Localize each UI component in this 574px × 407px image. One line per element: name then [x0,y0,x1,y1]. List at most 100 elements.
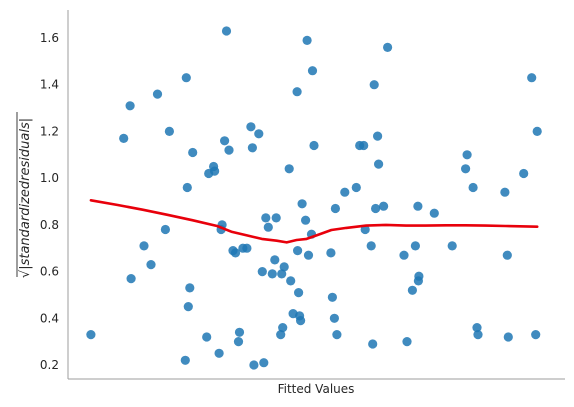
scatter-point [463,150,472,159]
y-axis-label: √|standardizedresiduals| [17,112,33,278]
scatter-point [86,330,95,339]
scatter-point [414,272,423,281]
y-tick-label: 1.4 [40,78,59,92]
scatter-point [533,127,542,136]
scatter-point [527,73,536,82]
scatter-point [184,302,193,311]
scatter-point [126,101,135,110]
scatter-point [188,148,197,157]
scatter-point [285,164,294,173]
scatter-point [183,183,192,192]
y-tick-label: 0.8 [40,218,59,232]
scatter-point [278,323,287,332]
scatter-point [352,183,361,192]
scatter-point [298,199,307,208]
scatter-point [340,188,349,197]
scatter-point [430,209,439,218]
scatter-point [280,262,289,271]
scatter-point [222,26,231,35]
scatter-point [332,330,341,339]
scatter-point [374,160,383,169]
lowess-trend-line [91,200,537,242]
scatter-point [399,251,408,260]
y-tick-label: 1.2 [40,124,59,138]
scatter-point [249,360,258,369]
scatter-point [359,141,368,150]
scatter-point [473,330,482,339]
svg-text:√|standardizedresiduals|: √|standardizedresiduals| [18,118,33,278]
scatter-point [220,136,229,145]
scatter-point [202,332,211,341]
scatter-point [331,204,340,213]
scatter-point [215,349,224,358]
scatter-point [235,328,244,337]
scatter-point [326,248,335,257]
scatter-point [264,223,273,232]
scatter-point [413,202,422,211]
scatter-point [448,241,457,250]
scatter-point [503,251,512,260]
scatter-point [294,288,303,297]
scatter-point [161,225,170,234]
y-tick-label: 0.4 [40,311,59,325]
scatter-point [261,213,270,222]
scatter-point [328,293,337,302]
scatter-point [146,260,155,269]
scatter-point [411,241,420,250]
scatter-point [461,164,470,173]
scatter-point [185,283,194,292]
x-axis-label: Fitted Values [278,382,355,396]
y-tick-label: 0.6 [40,265,59,279]
scatter-point [258,267,267,276]
scatter-point [119,134,128,143]
scatter-point [270,255,279,264]
scatter-point [370,80,379,89]
scatter-point [402,337,411,346]
scatter-point [504,332,513,341]
scatter-point [303,36,312,45]
scatter-point [371,204,380,213]
scatter-point [304,251,313,260]
scatter-point [127,274,136,283]
scatter-point [301,216,310,225]
scatter-point [469,183,478,192]
scatter-point [224,146,233,155]
scatter-point [139,241,148,250]
scatter-point [165,127,174,136]
scatter-point [379,202,388,211]
scatter-point [368,339,377,348]
scatter-point [246,122,255,131]
scatter-point [330,314,339,323]
scatter-point [519,169,528,178]
scatter-point [308,66,317,75]
scatter-point [259,358,268,367]
scatter-points [86,26,542,369]
scatter-point [268,269,277,278]
y-tick-labels: 0.2 0.4 0.6 0.8 1.0 1.2 1.4 1.6 [40,31,59,372]
scatter-point [182,73,191,82]
y-tick-label: 1.0 [40,171,59,185]
scatter-point [408,286,417,295]
scatter-point [293,246,302,255]
scatter-point [293,87,302,96]
scatter-point [383,43,392,52]
scatter-point [242,244,251,253]
scatter-point [367,241,376,250]
scatter-point [286,276,295,285]
scatter-point [500,188,509,197]
scatter-point [234,337,243,346]
scatter-point [373,132,382,141]
trend-line-layer [91,200,537,242]
y-tick-label: 0.2 [40,358,59,372]
scatter-point [210,167,219,176]
scatter-point [296,316,305,325]
scatter-point [531,330,540,339]
axes [68,10,565,379]
scatter-point [181,356,190,365]
y-tick-label: 1.6 [40,31,59,45]
scatter-point [153,90,162,99]
scatter-point [309,141,318,150]
scatter-point [248,143,257,152]
